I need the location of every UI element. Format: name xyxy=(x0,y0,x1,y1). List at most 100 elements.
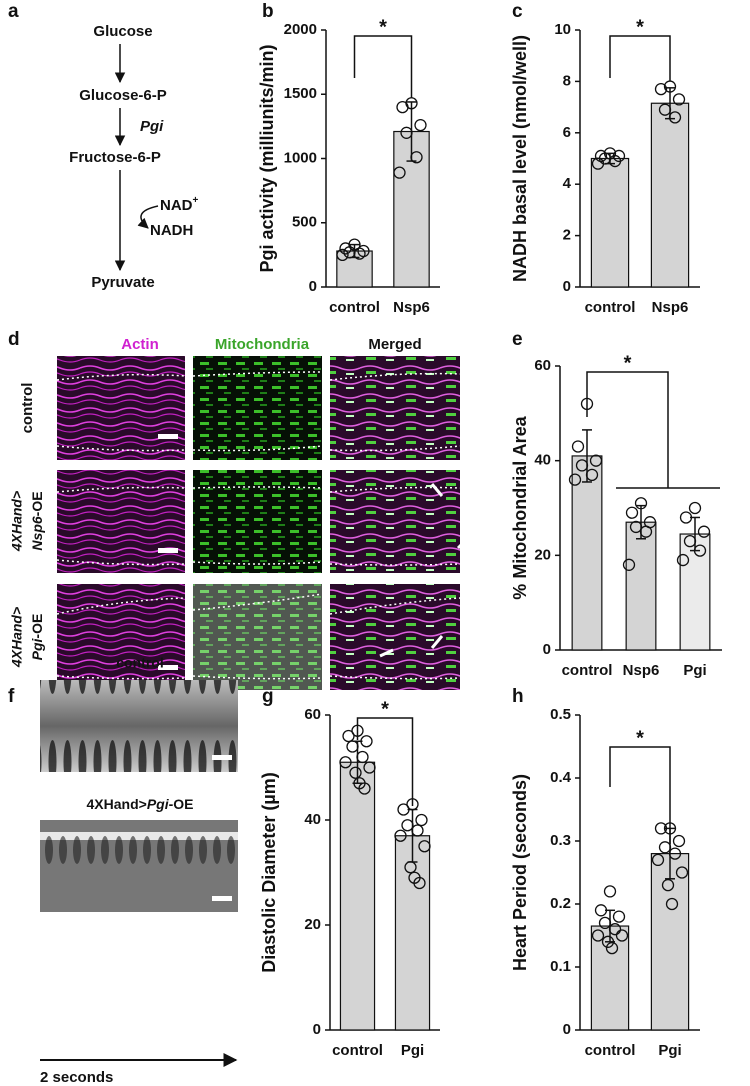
row-label: Pgi-OE xyxy=(29,614,45,661)
x-tick-label: Pgi xyxy=(658,1042,681,1059)
y-tick-label: 0 xyxy=(563,278,571,295)
data-point xyxy=(591,157,605,170)
data-point xyxy=(342,729,355,743)
bar-chart: 0 2 4 6 8 10 NADH basal level (nmol/well) contr… xyxy=(510,16,700,316)
row-label: control xyxy=(19,383,36,434)
kymograph-beats xyxy=(40,680,238,772)
x-tick-label: Nsp6 xyxy=(623,662,660,679)
y-tick-label: 0.2 xyxy=(550,895,571,912)
data-point xyxy=(693,544,707,557)
y-tick-label: 0.3 xyxy=(550,832,571,849)
x-tick-label: control xyxy=(585,1042,636,1059)
row-label-gene: Pgi xyxy=(29,637,45,660)
y-tick-label: 0.1 xyxy=(550,958,571,975)
sig-star: * xyxy=(636,727,644,749)
cofactor-text: NAD xyxy=(160,197,193,214)
data-point xyxy=(397,803,410,816)
actin-image xyxy=(57,470,185,573)
data-point xyxy=(415,813,428,827)
data-point xyxy=(675,866,689,879)
bar xyxy=(650,102,690,288)
bar-chart: 0 500 1000 1500 2000 Pgi activity (milliunits… xyxy=(257,16,440,316)
data-point xyxy=(608,923,622,936)
sig-bracket xyxy=(353,35,413,98)
cofactor-arrow xyxy=(137,205,159,229)
data-point xyxy=(363,761,376,774)
data-point xyxy=(591,929,605,942)
sig-star: * xyxy=(379,16,387,38)
data-point xyxy=(668,847,682,860)
data-point xyxy=(668,111,682,124)
data-point xyxy=(358,782,371,795)
scale-bar xyxy=(212,755,232,760)
metabolite: Fructose-6-P xyxy=(69,149,161,166)
y-tick-label: 20 xyxy=(534,546,551,563)
bar-chart: 0 20 40 60 Diastolic Diameter (µm) control Pgi… xyxy=(259,698,440,1059)
data-point xyxy=(410,151,423,164)
bar-chart: 0 0.1 0.2 0.3 0.4 0.5 Heart Period (seconds) co… xyxy=(510,706,700,1059)
data-point xyxy=(360,735,373,748)
mito-image xyxy=(193,470,322,573)
y-tick-label: 4 xyxy=(563,175,572,192)
data-point xyxy=(346,740,359,753)
data-point xyxy=(625,506,639,519)
data-point xyxy=(589,454,603,467)
data-point xyxy=(571,440,585,453)
row-label-gene: Nsp6 xyxy=(29,516,45,550)
sig-bracket xyxy=(609,746,671,844)
y-tick-label: 60 xyxy=(534,357,551,374)
data-point xyxy=(418,840,431,853)
sig-star: * xyxy=(381,698,389,720)
row-label-suffix: -OE xyxy=(29,614,45,639)
panel-letter: e xyxy=(512,329,523,350)
micrographs: Actin Mitochondria Merged control 4XHand… xyxy=(9,336,470,690)
y-axis-title: Heart Period (seconds) xyxy=(510,774,530,971)
panel-letter: b xyxy=(262,1,274,22)
data-point xyxy=(651,853,665,867)
data-point xyxy=(575,459,589,472)
panel-letter: c xyxy=(512,1,523,22)
panel-letter: h xyxy=(512,686,524,707)
bar xyxy=(339,761,376,1031)
kymo-label-part: 4XHand> xyxy=(87,796,147,812)
y-tick-label: 2 xyxy=(563,227,571,244)
data-point xyxy=(601,935,615,948)
metabolite: Glucose-6-P xyxy=(79,87,167,104)
bar xyxy=(394,835,431,1031)
x-tick-label: control xyxy=(329,299,380,316)
metabolite: Pyruvate xyxy=(91,274,154,291)
tube-outline xyxy=(56,371,461,680)
row-label: 4XHand> xyxy=(9,607,25,668)
data-point xyxy=(339,242,352,255)
sig-star: * xyxy=(624,352,632,374)
merged-image xyxy=(330,356,460,460)
y-tick-label: 10 xyxy=(554,21,571,38)
data-point xyxy=(679,511,693,524)
x-tick-label: control xyxy=(562,662,613,679)
y-tick-label: 20 xyxy=(304,916,321,933)
data-point xyxy=(654,822,668,835)
data-point xyxy=(665,897,679,911)
y-tick-label: 2000 xyxy=(284,21,317,38)
cofactor-charge: + xyxy=(193,195,199,206)
data-point xyxy=(634,497,648,510)
y-tick-label: 8 xyxy=(563,72,571,89)
y-tick-label: 0 xyxy=(313,1021,321,1038)
data-point xyxy=(672,834,686,848)
sig-star: * xyxy=(636,16,644,38)
row-label: Nsp6-OE xyxy=(29,491,45,550)
data-point xyxy=(615,929,629,942)
data-point xyxy=(336,248,349,262)
data-point xyxy=(404,861,417,874)
data-point xyxy=(396,100,409,114)
time-label: 2 seconds xyxy=(40,1069,113,1086)
data-point xyxy=(676,553,690,567)
data-point xyxy=(658,841,672,854)
data-point xyxy=(605,941,619,955)
y-tick-label: 500 xyxy=(292,214,317,231)
y-tick-label: 0.5 xyxy=(550,706,571,723)
actin-image xyxy=(57,356,185,460)
data-point xyxy=(413,876,426,890)
y-tick-label: 1500 xyxy=(284,85,317,102)
